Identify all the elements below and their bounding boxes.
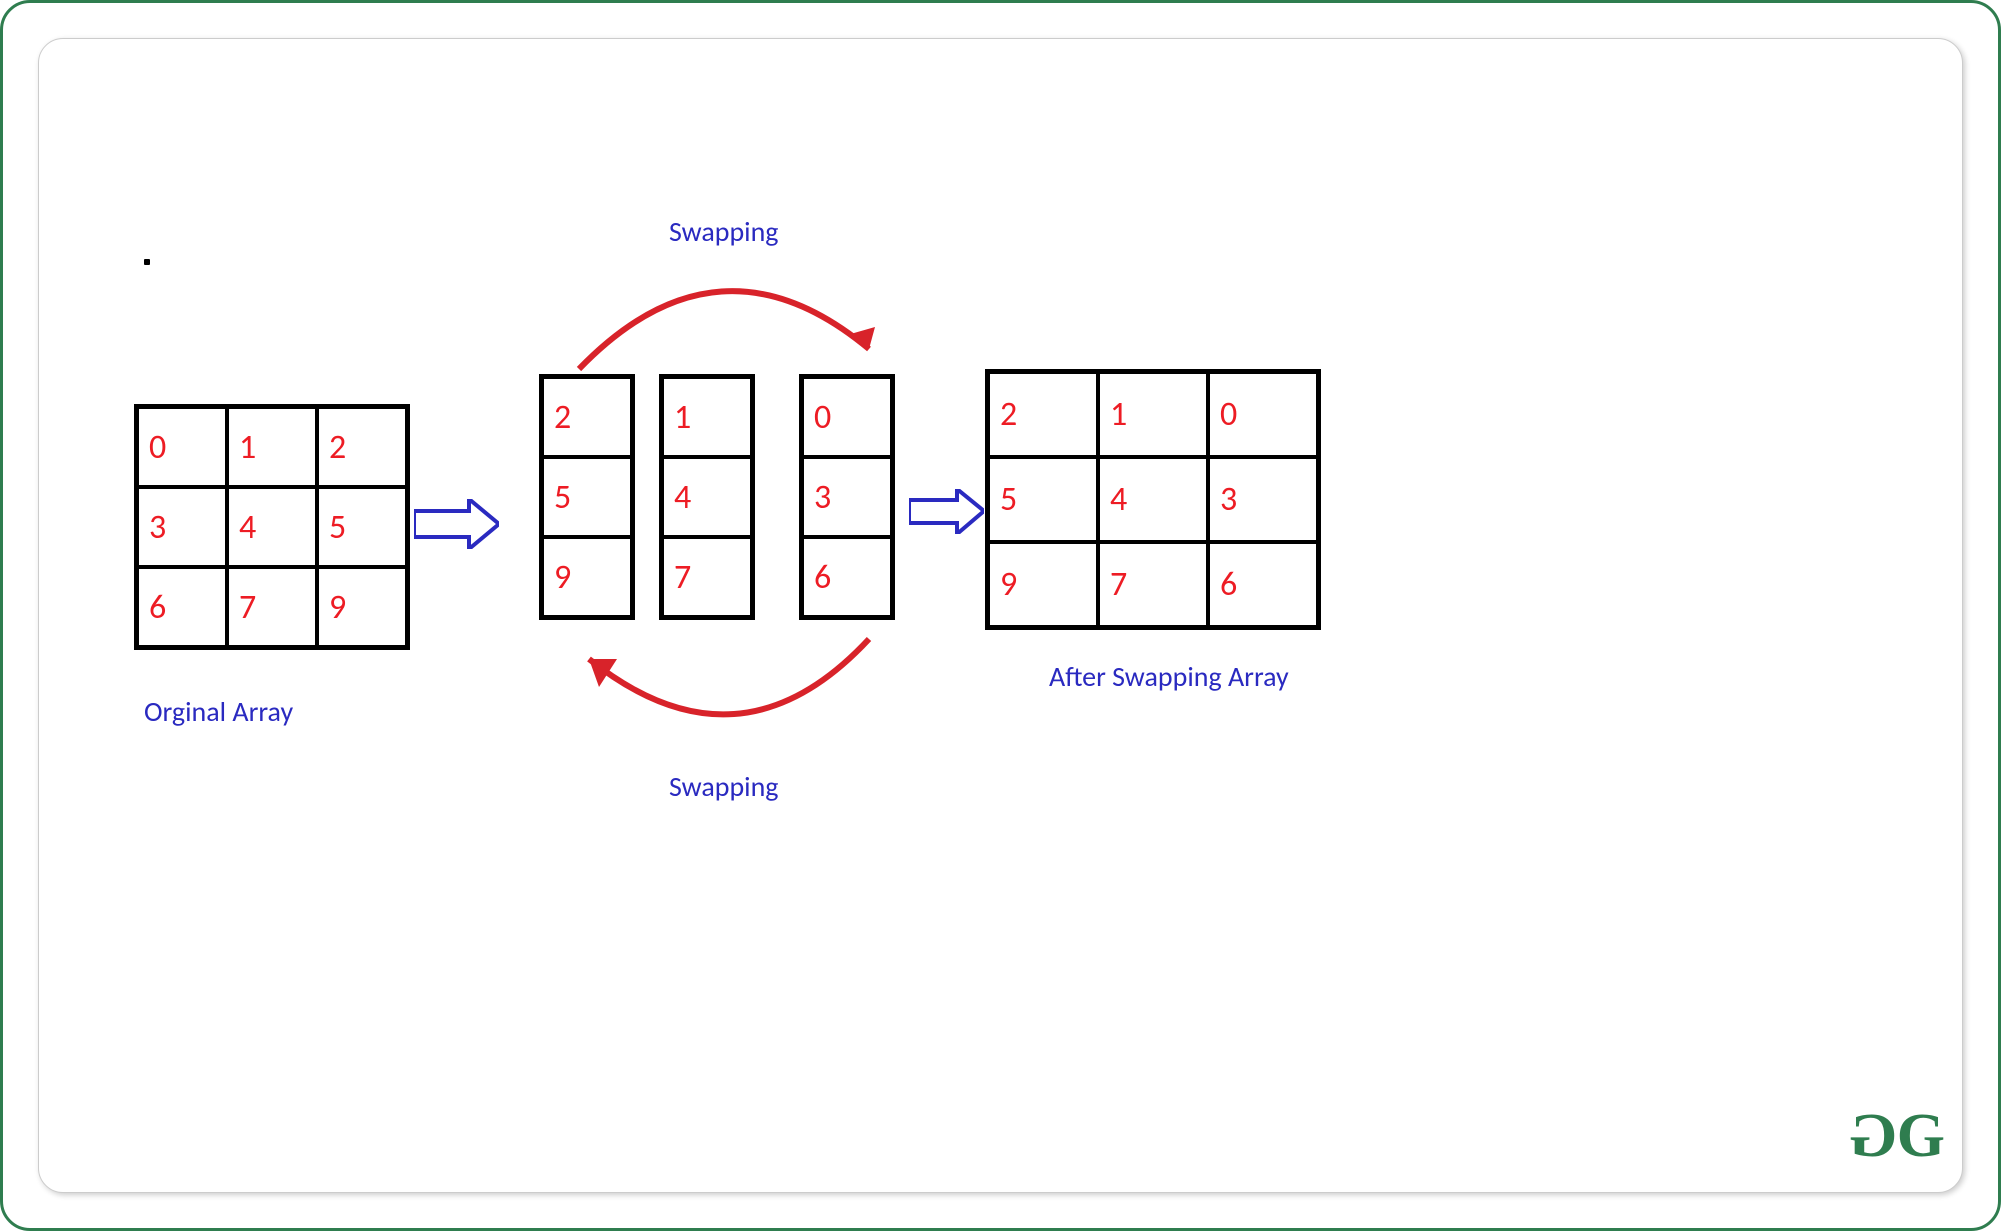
grid-row: 345: [137, 487, 407, 567]
original-array-label: Orginal Array: [144, 694, 293, 729]
swap-arrow-top-icon: [559, 249, 919, 379]
arrow-right-2-icon: [909, 489, 984, 534]
grid-cell: 1: [1098, 372, 1208, 457]
column-cell: 9: [542, 537, 632, 617]
grid-row: 210: [988, 372, 1318, 457]
grid-cell: 4: [1098, 457, 1208, 542]
column-cell: 6: [802, 537, 892, 617]
grid-cell: 7: [227, 567, 317, 647]
grid-row: 543: [988, 457, 1318, 542]
grid-cell: 5: [988, 457, 1098, 542]
column-cell: 7: [662, 537, 752, 617]
arrow-right-1-icon: [414, 499, 499, 549]
grid-cell: 4: [227, 487, 317, 567]
after-array-grid: 210543976: [985, 369, 1321, 630]
grid-row: 976: [988, 542, 1318, 627]
grid-cell: 0: [137, 407, 227, 487]
grid-row: 012: [137, 407, 407, 487]
swap-arrow-bottom-icon: [559, 629, 919, 759]
grid-cell: 6: [137, 567, 227, 647]
grid-cell: 3: [137, 487, 227, 567]
grid-cell: 9: [317, 567, 407, 647]
logo: GG: [1857, 1101, 1937, 1172]
middle-column-3: 036: [799, 374, 895, 620]
grid-cell: 2: [317, 407, 407, 487]
original-array-grid: 012345679: [134, 404, 410, 650]
column-cell: 5: [542, 457, 632, 537]
after-array-label: After Swapping Array: [1049, 659, 1289, 694]
column-cell: 2: [542, 377, 632, 457]
swapping-bottom-label: Swapping: [669, 769, 778, 804]
grid-cell: 7: [1098, 542, 1208, 627]
column-cell: 3: [802, 457, 892, 537]
inner-frame: 012345679 Orginal Array 259 147 036 Swap…: [38, 38, 1963, 1193]
grid-cell: 3: [1208, 457, 1318, 542]
dot-artifact: [144, 259, 150, 265]
column-cell: 0: [802, 377, 892, 457]
grid-cell: 2: [988, 372, 1098, 457]
grid-cell: 5: [317, 487, 407, 567]
grid-cell: 1: [227, 407, 317, 487]
grid-cell: 6: [1208, 542, 1318, 627]
outer-frame: 012345679 Orginal Array 259 147 036 Swap…: [0, 0, 2001, 1231]
grid-row: 679: [137, 567, 407, 647]
grid-cell: 0: [1208, 372, 1318, 457]
middle-column-1: 259: [539, 374, 635, 620]
swapping-top-label: Swapping: [669, 214, 778, 249]
grid-cell: 9: [988, 542, 1098, 627]
column-cell: 4: [662, 457, 752, 537]
column-cell: 1: [662, 377, 752, 457]
middle-column-2: 147: [659, 374, 755, 620]
